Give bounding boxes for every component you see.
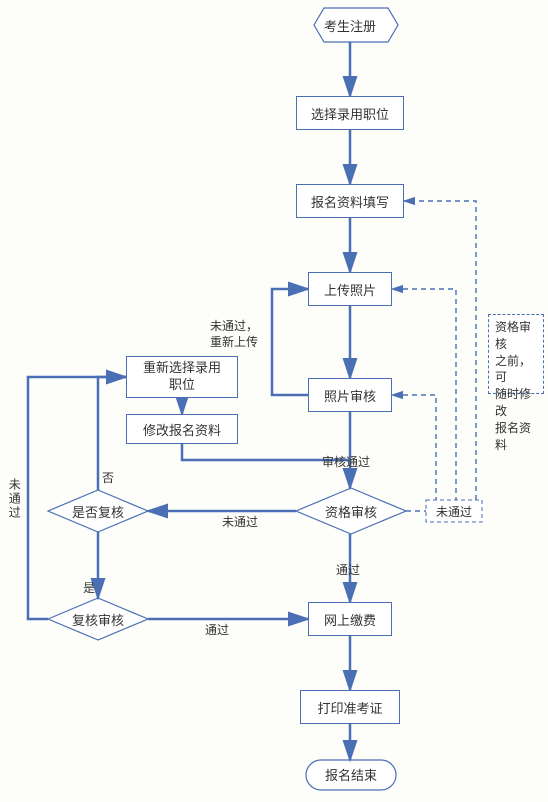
node-end-text: 报名结束 [306, 758, 396, 790]
label-pass-photo: 审核通过 [322, 454, 370, 470]
node-qualchk-text: 资格审核 [296, 488, 406, 534]
node-upload: 上传照片 [308, 272, 392, 306]
side-note: 资格审核 之前，可 随时修改 报名资料 [488, 314, 544, 394]
node-qualchk-label: 资格审核 [325, 502, 377, 521]
node-reselect: 重新选择录用 职位 [126, 356, 238, 398]
node-select: 选择录用职位 [296, 96, 404, 130]
node-modify: 修改报名资料 [126, 414, 238, 444]
node-fill-label: 报名资料填写 [311, 192, 389, 211]
node-reviewchk-label: 复核审核 [72, 610, 124, 629]
node-modify-label: 修改报名资料 [143, 420, 221, 439]
label-fail-review: 未通过 [6, 478, 22, 520]
edge-qualchk-fill-dashed [404, 201, 476, 511]
node-start-text: 考生注册 [302, 8, 398, 42]
node-fill: 报名资料填写 [296, 184, 404, 218]
label-pass-review: 通过 [205, 622, 229, 638]
label-no: 否 [102, 470, 114, 486]
node-isreview-text: 是否复核 [48, 490, 148, 532]
label-fail-qual2: 未通过 [436, 504, 472, 520]
edge-photochk-upload-fail [272, 289, 308, 395]
node-select-label: 选择录用职位 [311, 104, 389, 123]
node-upload-label: 上传照片 [324, 280, 376, 299]
label-yes: 是 [83, 580, 95, 596]
node-print: 打印准考证 [300, 690, 400, 724]
node-start-label: 考生注册 [324, 16, 376, 35]
node-photochk-label: 照片审核 [324, 386, 376, 405]
node-reselect-label: 重新选择录用 职位 [143, 360, 221, 394]
node-print-label: 打印准考证 [317, 698, 382, 717]
node-isreview-label: 是否复核 [72, 502, 124, 521]
node-reviewchk-text: 复核审核 [48, 598, 148, 640]
node-end-label: 报名结束 [325, 765, 377, 784]
flowchart-canvas [0, 0, 548, 802]
edge-qualchk-upload-dashed [392, 289, 456, 511]
label-fail-upload: 未通过， 重新上传 [210, 318, 258, 350]
label-pass-qual: 通过 [336, 562, 360, 578]
node-photochk: 照片审核 [308, 378, 392, 412]
node-pay: 网上缴费 [308, 602, 392, 636]
label-fail-qual: 未通过 [222, 514, 258, 530]
node-pay-label: 网上缴费 [324, 610, 376, 629]
